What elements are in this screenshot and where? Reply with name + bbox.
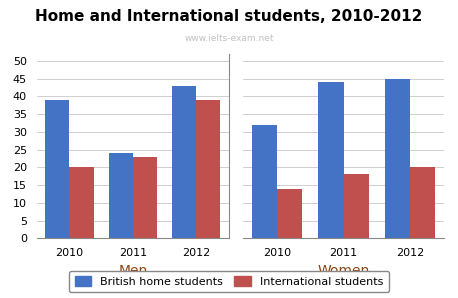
Bar	[252, 125, 277, 238]
Bar	[70, 167, 93, 238]
Bar	[277, 189, 302, 238]
Bar	[133, 157, 157, 238]
Bar	[45, 100, 70, 238]
X-axis label: Men: Men	[118, 264, 147, 278]
Bar	[172, 86, 196, 238]
Text: www.ielts-exam.net: www.ielts-exam.net	[184, 34, 274, 43]
Bar	[196, 100, 220, 238]
Bar	[344, 174, 369, 238]
Legend: British home students, International students: British home students, International stu…	[69, 271, 389, 292]
Bar	[410, 167, 435, 238]
Bar	[318, 82, 344, 238]
X-axis label: Women: Women	[317, 264, 370, 278]
Bar	[385, 78, 410, 238]
Text: Home and International students, 2010-2012: Home and International students, 2010-20…	[35, 9, 423, 24]
Bar	[109, 153, 133, 238]
